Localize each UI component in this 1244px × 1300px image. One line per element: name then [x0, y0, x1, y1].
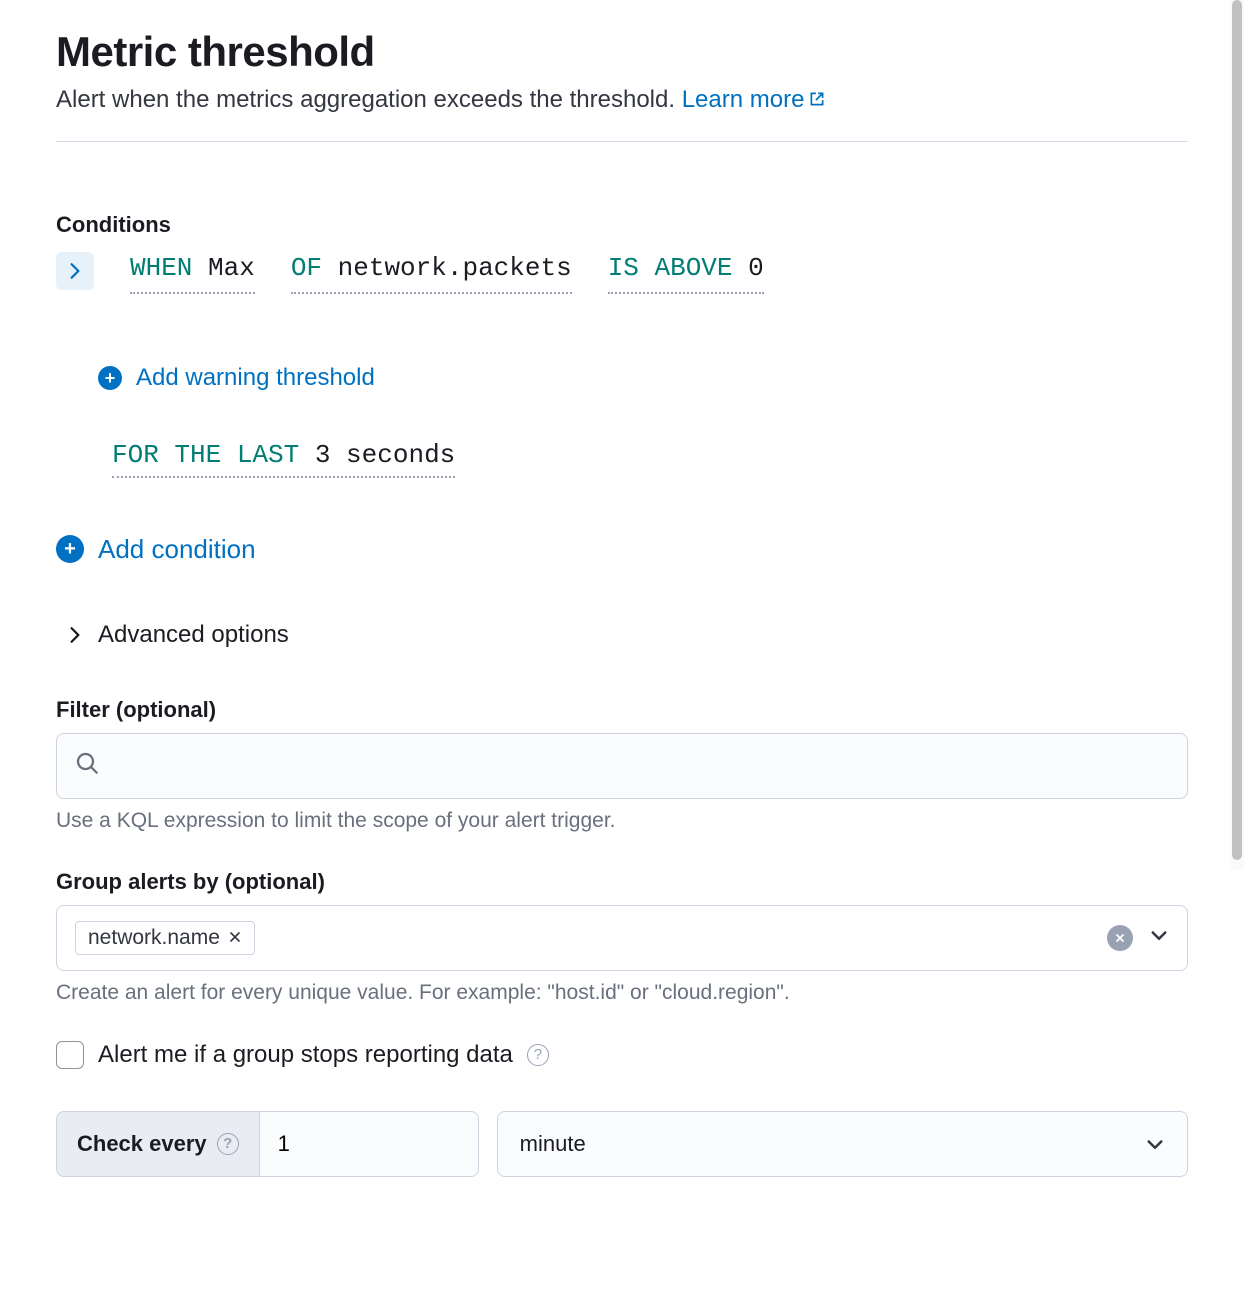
- dropdown-toggle[interactable]: [1149, 925, 1169, 950]
- add-warning-label: Add warning threshold: [136, 364, 375, 392]
- chevron-down-icon: [1145, 1134, 1165, 1154]
- add-condition-label: Add condition: [98, 534, 256, 565]
- unit-value: minute: [520, 1131, 586, 1157]
- of-clause[interactable]: OF network.packets: [291, 252, 572, 294]
- chevron-right-icon: [66, 626, 84, 644]
- scrollbar-thumb[interactable]: [1232, 0, 1242, 860]
- filter-label: Filter (optional): [56, 697, 1188, 723]
- page-title: Metric threshold: [56, 28, 1188, 76]
- check-every-unit-select[interactable]: minute: [497, 1111, 1188, 1177]
- subtitle-text: Alert when the metrics aggregation excee…: [56, 86, 682, 113]
- stop-reporting-label: Alert me if a group stops reporting data: [98, 1041, 513, 1069]
- help-icon[interactable]: ?: [217, 1133, 239, 1155]
- check-every-value-input[interactable]: [259, 1111, 479, 1177]
- help-icon[interactable]: ?: [527, 1044, 549, 1066]
- plus-icon: +: [56, 535, 84, 563]
- divider: [56, 141, 1188, 142]
- page-subtitle: Alert when the metrics aggregation excee…: [56, 86, 1188, 115]
- check-every-row: Check every ? minute: [56, 1111, 1188, 1177]
- external-link-icon: [808, 87, 826, 115]
- conditions-label: Conditions: [56, 212, 1188, 238]
- stop-reporting-row: Alert me if a group stops reporting data…: [56, 1041, 1188, 1069]
- advanced-options-toggle[interactable]: Advanced options: [66, 621, 1188, 649]
- group-label: Group alerts by (optional): [56, 869, 1188, 895]
- search-icon: [75, 751, 99, 780]
- add-warning-threshold-button[interactable]: + Add warning threshold: [98, 364, 1188, 392]
- group-tag-label: network.name: [88, 926, 220, 950]
- when-clause[interactable]: WHEN Max: [130, 252, 255, 294]
- scrollbar-track[interactable]: [1230, 0, 1244, 870]
- group-combobox[interactable]: network.name: [56, 905, 1188, 971]
- advanced-options-label: Advanced options: [98, 621, 289, 649]
- filter-input[interactable]: [56, 733, 1188, 799]
- plus-icon: +: [98, 366, 122, 390]
- check-every-label: Check every ?: [56, 1111, 259, 1177]
- stop-reporting-checkbox[interactable]: [56, 1041, 84, 1069]
- chevron-down-icon: [1149, 925, 1169, 945]
- remove-tag-button[interactable]: [228, 926, 242, 950]
- group-tag: network.name: [75, 921, 255, 955]
- expand-condition-button[interactable]: [56, 252, 94, 290]
- for-last-clause[interactable]: FOR THE LAST 3 seconds: [112, 440, 455, 478]
- learn-more-link[interactable]: Learn more: [682, 86, 827, 113]
- group-help: Create an alert for every unique value. …: [56, 981, 1188, 1005]
- comparator-clause[interactable]: IS ABOVE 0: [608, 252, 764, 294]
- clear-all-button[interactable]: [1107, 925, 1133, 951]
- add-condition-button[interactable]: + Add condition: [56, 534, 1188, 565]
- chevron-right-icon: [66, 262, 84, 280]
- filter-help: Use a KQL expression to limit the scope …: [56, 809, 1188, 833]
- condition-expression: WHEN Max OF network.packets IS ABOVE 0: [56, 252, 1188, 294]
